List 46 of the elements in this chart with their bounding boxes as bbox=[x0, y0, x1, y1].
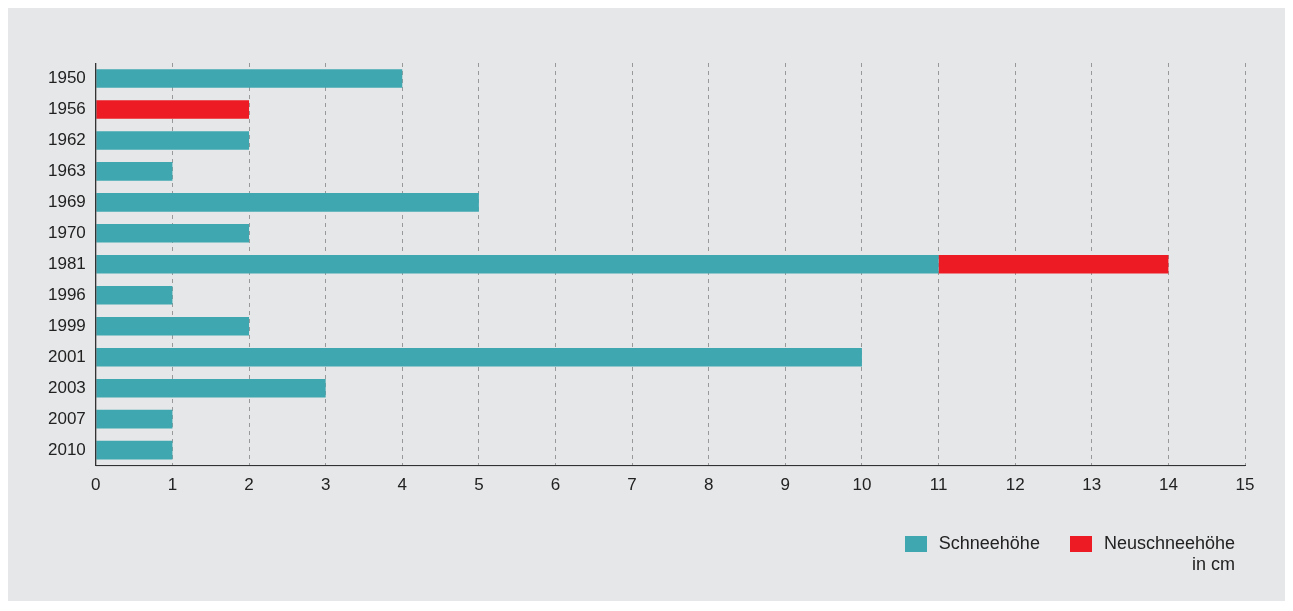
bar bbox=[96, 409, 173, 429]
bar bbox=[96, 193, 479, 212]
legend-label: Neuschneehöhe bbox=[1103, 533, 1235, 554]
y-tick-label: 2003 bbox=[47, 377, 86, 397]
bar bbox=[96, 69, 403, 88]
bar bbox=[96, 316, 250, 336]
bar bbox=[96, 255, 939, 274]
y-tick-label: 1999 bbox=[47, 315, 86, 335]
x-tick-label: 4 bbox=[397, 475, 407, 495]
bar bbox=[96, 100, 250, 119]
x-tick-label: 5 bbox=[474, 475, 484, 495]
y-tick-label: 1962 bbox=[47, 130, 86, 150]
x-tick-label: 3 bbox=[320, 475, 331, 495]
x-tick-label: 12 bbox=[1005, 475, 1025, 495]
x-tick-label: 6 bbox=[550, 475, 561, 495]
x-tick-label: 13 bbox=[1082, 475, 1102, 495]
y-tick-label: 2010 bbox=[47, 439, 86, 459]
legend-label: Schneehöhe bbox=[938, 533, 1040, 554]
bar bbox=[938, 255, 1169, 274]
x-tick-label: 11 bbox=[929, 475, 948, 495]
y-tick-label: 1981 bbox=[47, 253, 86, 273]
x-tick-label: 15 bbox=[1235, 475, 1255, 495]
y-tick-label: 1950 bbox=[47, 68, 86, 88]
y-tick-label: 2001 bbox=[47, 346, 86, 366]
x-tick-label: 10 bbox=[852, 475, 872, 495]
bar bbox=[96, 378, 326, 398]
y-tick-label: 2007 bbox=[47, 408, 86, 428]
text: in cm bbox=[1191, 554, 1235, 575]
bar bbox=[96, 224, 250, 243]
x-tick-label: 0 bbox=[91, 475, 101, 495]
y-tick-label: 1963 bbox=[47, 161, 86, 181]
y-tick-label: 1970 bbox=[47, 223, 86, 243]
x-tick-label: 1 bbox=[167, 475, 178, 495]
x-tick-label: 2 bbox=[244, 475, 254, 495]
bar bbox=[96, 440, 173, 460]
bar bbox=[96, 285, 173, 305]
bar bbox=[96, 162, 173, 181]
bar bbox=[96, 131, 250, 150]
y-tick-label: 1969 bbox=[47, 192, 86, 212]
x-tick-label: 8 bbox=[703, 475, 714, 495]
x-tick-label: 7 bbox=[627, 475, 637, 495]
x-tick-label: 14 bbox=[1158, 475, 1178, 495]
y-tick-label: 1996 bbox=[47, 284, 86, 304]
x-tick-label: 9 bbox=[780, 475, 791, 495]
bar bbox=[96, 347, 862, 367]
y-tick-label: 1956 bbox=[47, 99, 86, 119]
